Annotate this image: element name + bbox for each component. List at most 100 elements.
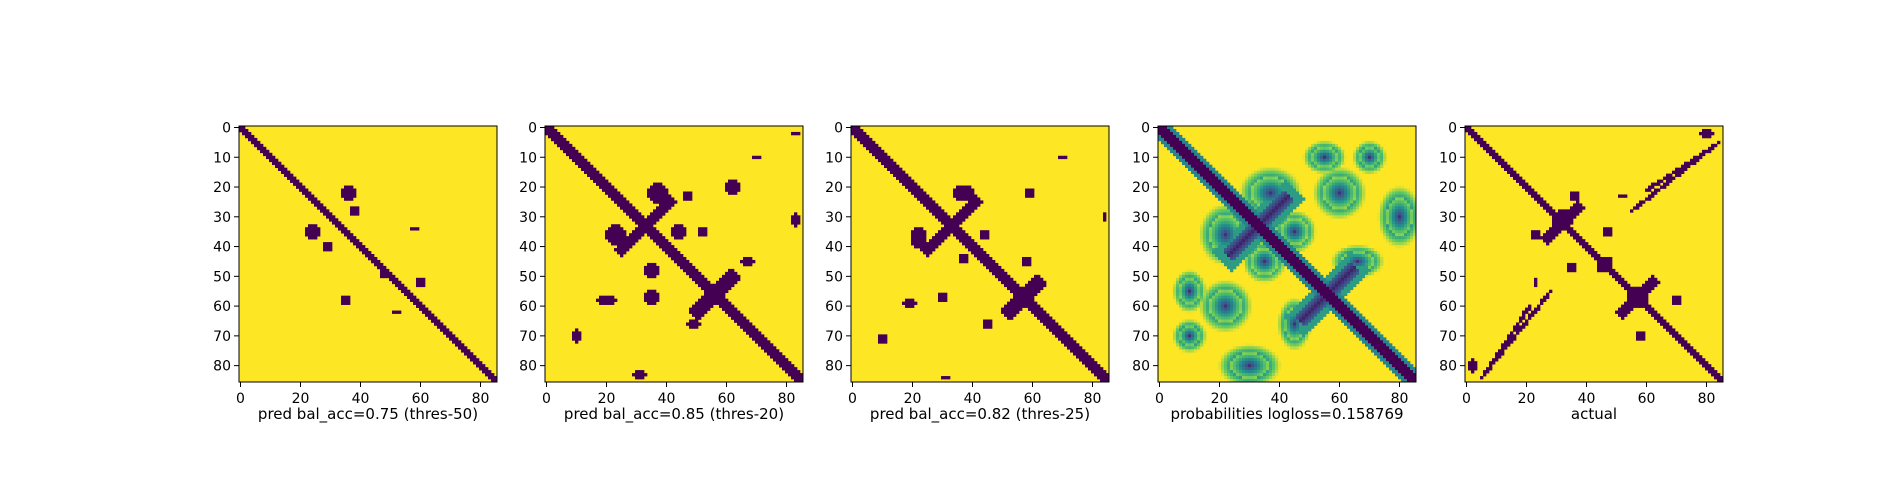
heatmap-cell	[1293, 236, 1297, 240]
heatmap-cell	[1410, 209, 1414, 213]
heatmap-cell	[1191, 307, 1195, 311]
heatmap-cell	[1377, 256, 1381, 261]
heatmap-cell	[707, 298, 711, 302]
heatmap-cell	[1377, 268, 1381, 273]
heatmap-cell	[1188, 271, 1192, 276]
heatmap-cell	[1179, 146, 1183, 151]
heatmap-cell	[701, 295, 705, 299]
heatmap-cell	[1371, 170, 1375, 174]
heatmap-cell	[983, 262, 987, 267]
heatmap-cell	[1215, 224, 1219, 228]
heatmap-cell	[545, 126, 549, 130]
heatmap-cell	[971, 251, 975, 255]
heatmap-cell	[1191, 161, 1195, 166]
heatmap-cell	[1203, 176, 1207, 180]
heatmap-cell	[1344, 307, 1348, 311]
heatmap-cell	[704, 286, 708, 291]
heatmap-cell	[1338, 265, 1342, 270]
heatmap-cell	[1266, 212, 1270, 216]
heatmap-cell	[326, 248, 330, 252]
heatmap-cell	[947, 230, 951, 234]
heatmap-cell	[638, 221, 642, 225]
heatmap-cell	[1164, 134, 1168, 139]
heatmap-cell	[860, 137, 864, 142]
heatmap-cell	[1413, 227, 1417, 231]
heatmap-cell	[878, 334, 882, 338]
heatmap-cell	[587, 167, 591, 171]
heatmap-cell	[1197, 289, 1201, 294]
heatmap-cell	[1236, 212, 1240, 216]
heatmap-cell	[1236, 236, 1240, 240]
heatmap-cell	[965, 191, 969, 195]
heatmap-cell	[1371, 143, 1375, 148]
heatmap-cell	[956, 224, 960, 228]
heatmap-cell	[698, 307, 702, 311]
heatmap-cell	[1076, 346, 1080, 350]
heatmap-cell	[737, 319, 741, 323]
heatmap-cell	[902, 173, 906, 177]
heatmap-cell	[1251, 239, 1255, 243]
heatmap-cell	[1257, 236, 1261, 240]
heatmap-cell	[1329, 206, 1333, 210]
heatmap-cell	[1239, 212, 1243, 216]
heatmap-cell	[1284, 256, 1288, 261]
heatmap-cell	[1296, 239, 1300, 243]
heatmap-cell	[737, 316, 741, 320]
heatmap-cell	[1251, 209, 1255, 213]
heatmap-cell	[1028, 188, 1032, 192]
heatmap-cell	[1007, 307, 1011, 311]
heatmap-cell	[1278, 254, 1282, 258]
heatmap-cell	[680, 224, 684, 228]
heatmap-cell	[584, 164, 588, 169]
heatmap-cell	[1296, 212, 1300, 216]
heatmap-cell	[1326, 173, 1330, 177]
heatmap-cell	[716, 298, 720, 302]
heatmap-cell	[611, 185, 615, 189]
heatmap-cell	[1302, 218, 1306, 222]
heatmap-cell	[734, 277, 738, 282]
heatmap-cell	[1356, 265, 1360, 270]
heatmap-cell	[1353, 316, 1357, 320]
heatmap-cell	[1233, 188, 1237, 192]
heatmap-cell	[1281, 265, 1285, 270]
heatmap-cell	[1359, 337, 1363, 341]
heatmap-cell	[1290, 173, 1294, 177]
heatmap-cell	[1176, 328, 1180, 332]
heatmap-cell	[1365, 251, 1369, 255]
heatmap-cell	[1085, 364, 1089, 368]
heatmap-cell	[1004, 274, 1008, 279]
heatmap-cell	[1212, 233, 1216, 237]
heatmap-cell	[467, 355, 471, 359]
heatmap-cell	[1389, 230, 1393, 234]
heatmap-cell	[695, 271, 699, 276]
heatmap-cell	[1365, 158, 1369, 163]
heatmap-cell	[1284, 227, 1288, 231]
heatmap-cell	[1380, 209, 1384, 213]
heatmap-cell	[965, 215, 969, 219]
heatmap-cell	[653, 194, 657, 198]
heatmap-cell	[968, 200, 972, 204]
heatmap-cell	[707, 286, 711, 291]
heatmap-cell	[1290, 206, 1294, 210]
heatmap-cell	[743, 328, 747, 332]
y-tick-label: 30	[519, 210, 537, 226]
heatmap-cell	[1275, 212, 1279, 216]
heatmap-cell	[1194, 152, 1198, 157]
heatmap-cell	[896, 167, 900, 171]
heatmap-cell	[314, 227, 318, 231]
heatmap-cell	[1284, 176, 1288, 180]
heatmap-cell	[716, 301, 720, 305]
heatmap-cell	[1287, 206, 1291, 210]
heatmap-cell	[659, 182, 663, 186]
heatmap-cell	[350, 194, 354, 198]
heatmap-cell	[1287, 221, 1291, 225]
heatmap-cell	[1380, 215, 1384, 219]
heatmap-cell	[1386, 203, 1390, 207]
heatmap-cell	[1338, 176, 1342, 180]
heatmap-cell	[671, 203, 675, 207]
heatmap-cell	[1263, 218, 1267, 222]
heatmap-cell	[560, 143, 564, 148]
heatmap-cell	[962, 233, 966, 237]
y-tick-label: 40	[825, 240, 843, 256]
heatmap-cell	[1338, 170, 1342, 174]
